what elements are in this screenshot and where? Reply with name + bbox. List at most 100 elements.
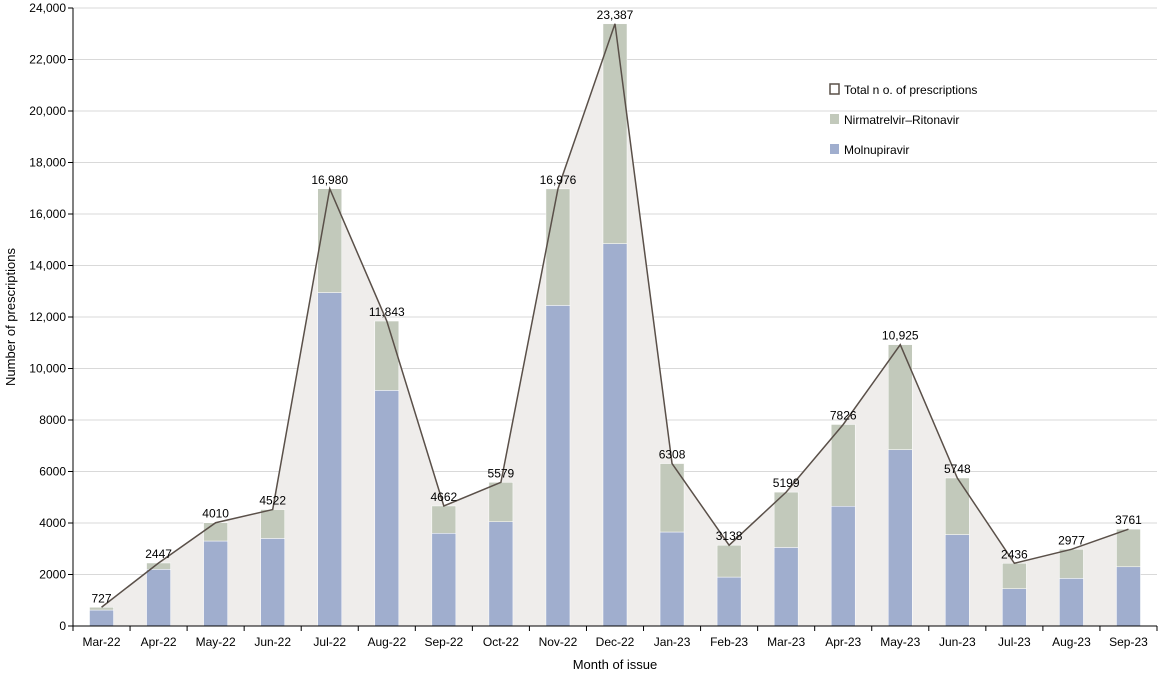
bar-nirmatrelvir-ritonavir-apr-23 bbox=[830, 424, 856, 507]
x-tick-label: Dec-22 bbox=[596, 635, 635, 649]
bar-molnupiravir-feb-23 bbox=[716, 576, 742, 627]
y-tick-label: 24,000 bbox=[29, 1, 66, 15]
x-tick-label: Mar-22 bbox=[83, 635, 121, 649]
x-tick-label: Jun-23 bbox=[939, 635, 976, 649]
bar-molnupiravir-jul-23 bbox=[1002, 588, 1027, 627]
bar-nirmatrelvir-ritonavir-aug-23 bbox=[1059, 549, 1084, 579]
bar-nirmatrelvir-ritonavir-mar-23 bbox=[773, 491, 799, 548]
total-value-label: 7826 bbox=[830, 408, 857, 422]
total-value-label: 3761 bbox=[1115, 513, 1142, 527]
x-tick-label: Sep-22 bbox=[424, 635, 463, 649]
legend-swatch bbox=[830, 114, 839, 124]
bar-nirmatrelvir-ritonavir-oct-22 bbox=[488, 482, 514, 522]
legend-label: Molnupiravir bbox=[844, 143, 909, 157]
y-axis-title: Number of prescriptions bbox=[3, 248, 18, 386]
total-value-label: 4522 bbox=[259, 494, 286, 508]
legend: Total n o. of prescriptions Nirmatrelvir–… bbox=[829, 83, 977, 157]
axes-layer: 0 2000 4000 6000 8000 10,000 12,000 14,000 16,00… bbox=[29, 1, 1158, 649]
total-value-label: 4010 bbox=[202, 507, 229, 521]
bar-molnupiravir-sep-23 bbox=[1116, 566, 1141, 627]
bar-nirmatrelvir-ritonavir-may-23 bbox=[888, 344, 913, 450]
x-tick-label: Feb-23 bbox=[710, 635, 748, 649]
bar-molnupiravir-dec-22 bbox=[602, 243, 628, 627]
x-tick-label: Apr-23 bbox=[825, 635, 861, 649]
total-value-label: 16,980 bbox=[311, 173, 348, 187]
bars-layer bbox=[89, 23, 1141, 627]
bar-molnupiravir-nov-22 bbox=[545, 305, 571, 627]
bar-molnupiravir-aug-22 bbox=[374, 390, 400, 627]
total-line bbox=[101, 23, 1129, 608]
bar-nirmatrelvir-ritonavir-dec-22 bbox=[602, 23, 628, 244]
y-tick-label: 6000 bbox=[39, 465, 66, 479]
x-tick-label: Sep-23 bbox=[1109, 635, 1148, 649]
x-tick-label: Jan-23 bbox=[654, 635, 691, 649]
x-tick-label: Apr-22 bbox=[141, 635, 177, 649]
bar-molnupiravir-oct-22 bbox=[488, 521, 514, 627]
bar-nirmatrelvir-ritonavir-jul-23 bbox=[1002, 563, 1027, 589]
total-value-label: 2447 bbox=[145, 547, 172, 561]
bar-nirmatrelvir-ritonavir-sep-22 bbox=[431, 505, 457, 534]
bar-molnupiravir-apr-23 bbox=[830, 506, 856, 627]
y-tick-label: 12,000 bbox=[29, 310, 66, 324]
bar-molnupiravir-may-23 bbox=[888, 449, 913, 627]
y-tick-label: 8000 bbox=[39, 413, 66, 427]
total-value-label: 727 bbox=[92, 591, 112, 605]
bar-nirmatrelvir-ritonavir-sep-23 bbox=[1116, 528, 1141, 568]
y-tick-label: 22,000 bbox=[29, 53, 66, 67]
x-tick-label: Jul-23 bbox=[998, 635, 1031, 649]
x-tick-label: Aug-23 bbox=[1052, 635, 1091, 649]
y-tick-label: 4000 bbox=[39, 516, 66, 530]
bar-nirmatrelvir-ritonavir-nov-22 bbox=[545, 188, 571, 306]
total-value-label: 23,387 bbox=[597, 8, 634, 22]
bar-molnupiravir-aug-23 bbox=[1059, 578, 1084, 627]
bar-nirmatrelvir-ritonavir-feb-23 bbox=[716, 544, 742, 578]
bar-nirmatrelvir-ritonavir-aug-22 bbox=[374, 320, 400, 391]
total-value-label: 2977 bbox=[1058, 533, 1085, 547]
bar-molnupiravir-may-22 bbox=[203, 540, 228, 627]
total-value-label: 3138 bbox=[716, 529, 743, 543]
total-value-label: 5748 bbox=[944, 462, 971, 476]
bar-molnupiravir-mar-23 bbox=[773, 547, 799, 627]
total-value-label: 11,843 bbox=[369, 305, 405, 319]
y-tick-label: 10,000 bbox=[29, 362, 66, 376]
x-tick-label: Aug-22 bbox=[367, 635, 406, 649]
bar-molnupiravir-mar-22 bbox=[89, 609, 114, 627]
total-line-layer bbox=[101, 23, 1129, 608]
y-tick-label: 2000 bbox=[39, 568, 66, 582]
bar-nirmatrelvir-ritonavir-jul-22 bbox=[317, 188, 342, 293]
y-tick-label: 14,000 bbox=[29, 259, 66, 273]
value-labels-layer: 727 2447 4010 4522 16,980 11,843 4662 5579 16,97… bbox=[92, 8, 1143, 605]
legend-swatch bbox=[829, 83, 840, 95]
x-tick-label: Nov-22 bbox=[539, 635, 578, 649]
bar-nirmatrelvir-ritonavir-may-22 bbox=[203, 522, 228, 542]
x-tick-label: May-22 bbox=[196, 635, 236, 649]
bar-molnupiravir-sep-22 bbox=[431, 533, 457, 627]
bar-molnupiravir-apr-22 bbox=[146, 569, 171, 627]
y-tick-label: 18,000 bbox=[29, 156, 66, 170]
total-value-label: 16,976 bbox=[540, 173, 577, 187]
y-tick-label: 0 bbox=[59, 619, 66, 633]
total-value-label: 2436 bbox=[1001, 547, 1028, 561]
x-tick-label: Oct-22 bbox=[483, 635, 519, 649]
legend-swatch bbox=[830, 144, 839, 154]
bar-molnupiravir-jun-23 bbox=[945, 534, 970, 627]
x-tick-label: Jun-22 bbox=[254, 635, 291, 649]
y-tick-label: 20,000 bbox=[29, 104, 66, 118]
x-tick-label: Mar-23 bbox=[767, 635, 805, 649]
bar-nirmatrelvir-ritonavir-jun-23 bbox=[945, 477, 970, 535]
total-value-label: 6308 bbox=[659, 448, 686, 462]
total-value-label: 10,925 bbox=[882, 329, 919, 343]
legend-label: Nirmatrelvir–Ritonavir bbox=[844, 113, 959, 127]
total-value-label: 5579 bbox=[488, 466, 515, 480]
bar-nirmatrelvir-ritonavir-apr-22 bbox=[146, 562, 171, 570]
bar-molnupiravir-jun-22 bbox=[260, 538, 285, 627]
bar-molnupiravir-jul-22 bbox=[317, 292, 342, 627]
x-tick-label: Jul-22 bbox=[313, 635, 346, 649]
y-tick-label: 16,000 bbox=[29, 207, 66, 221]
total-value-label: 5199 bbox=[773, 476, 800, 490]
bar-nirmatrelvir-ritonavir-jun-22 bbox=[260, 509, 285, 539]
x-axis-title: Month of issue bbox=[573, 657, 658, 672]
bar-nirmatrelvir-ritonavir-jan-23 bbox=[659, 463, 685, 533]
bar-nirmatrelvir-ritonavir-mar-22 bbox=[89, 607, 114, 611]
